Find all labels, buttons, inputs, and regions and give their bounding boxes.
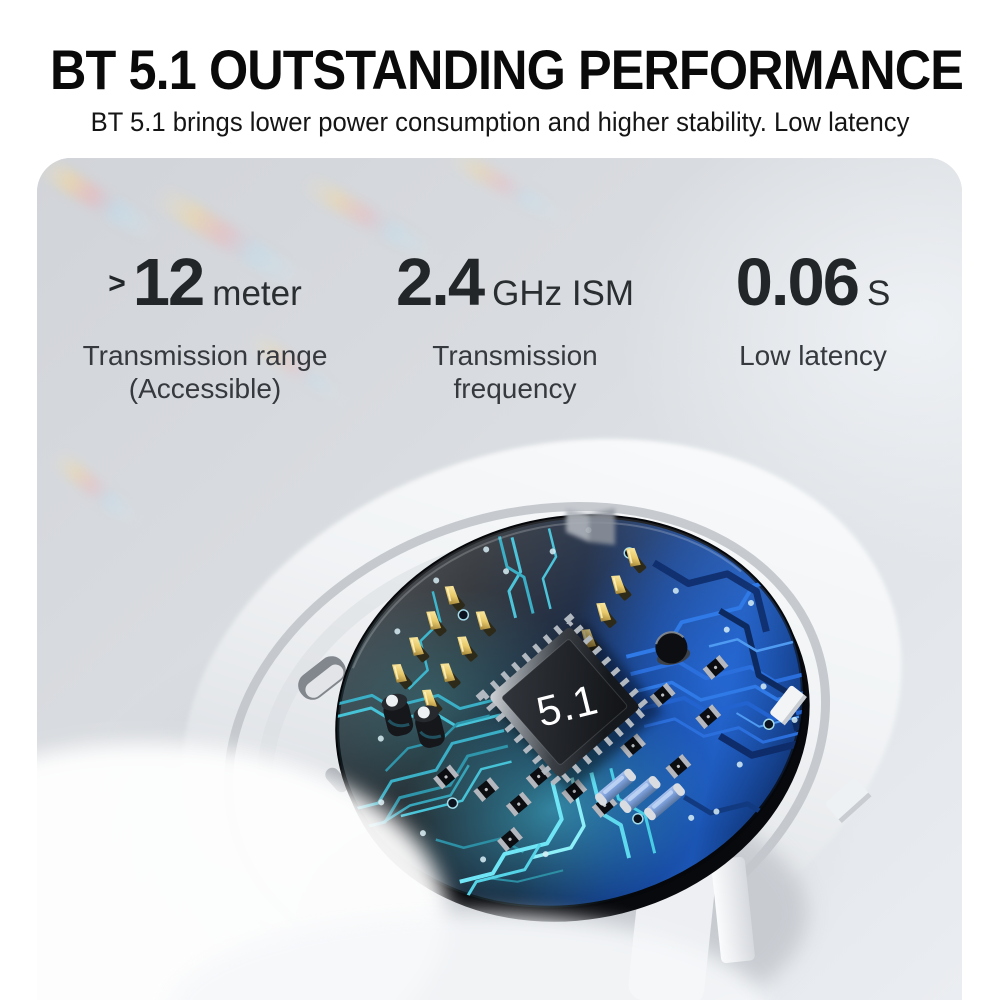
spec-low-latency: 0.06 S Low latency bbox=[677, 249, 949, 372]
pcb-disc: 5.1 bbox=[295, 467, 845, 926]
spec-label-line: Transmission bbox=[432, 340, 598, 371]
spec-value: 2.4 GHz ISM bbox=[355, 249, 675, 334]
spec-number: 2.4 bbox=[395, 245, 485, 320]
spec-row: >12 meter Transmission range (Accessible)… bbox=[37, 249, 962, 460]
spec-label-line: Low latency bbox=[739, 340, 887, 371]
spec-transmission-frequency: 2.4 GHz ISM Transmission frequency bbox=[355, 249, 675, 405]
earbud-illustration: 5.1 bbox=[37, 158, 962, 1000]
bt-chip: 5.1 bbox=[475, 613, 663, 794]
spec-label-line: Transmission range bbox=[82, 340, 328, 371]
housing-tab-bottom bbox=[711, 857, 755, 963]
earbud-foreground bbox=[37, 508, 872, 1000]
spec-number: 0.06 bbox=[735, 245, 860, 320]
spec-label-line: frequency bbox=[453, 373, 577, 404]
feature-panel: 5.1 >12 meter bbox=[37, 158, 962, 1000]
greater-than-symbol: > bbox=[108, 267, 126, 300]
spec-label: Transmission frequency bbox=[355, 339, 675, 405]
spec-label-line: (Accessible) bbox=[128, 373, 282, 404]
spec-transmission-range: >12 meter Transmission range (Accessible) bbox=[45, 249, 365, 405]
pcb-components bbox=[378, 543, 729, 852]
spec-unit: meter bbox=[212, 274, 302, 313]
page-title: BT 5.1 OUTSTANDING PERFORMANCE bbox=[50, 38, 964, 101]
housing-tabs-top bbox=[566, 508, 615, 545]
spec-value: >12 meter bbox=[45, 249, 365, 334]
rainbow-glints bbox=[37, 158, 575, 533]
mic-component bbox=[655, 631, 691, 666]
housing-notch-hole bbox=[298, 656, 346, 700]
spec-label: Transmission range (Accessible) bbox=[45, 339, 365, 405]
spec-value: 0.06 S bbox=[677, 249, 949, 334]
spec-label: Low latency bbox=[677, 339, 949, 372]
spec-number: 12 bbox=[132, 245, 206, 320]
page-subtitle: BT 5.1 brings lower power consumption an… bbox=[90, 107, 910, 137]
header: BT 5.1 OUTSTANDING PERFORMANCE BT 5.1 br… bbox=[0, 0, 1000, 138]
spec-unit: GHz ISM bbox=[492, 274, 635, 313]
spec-unit: S bbox=[867, 274, 891, 313]
